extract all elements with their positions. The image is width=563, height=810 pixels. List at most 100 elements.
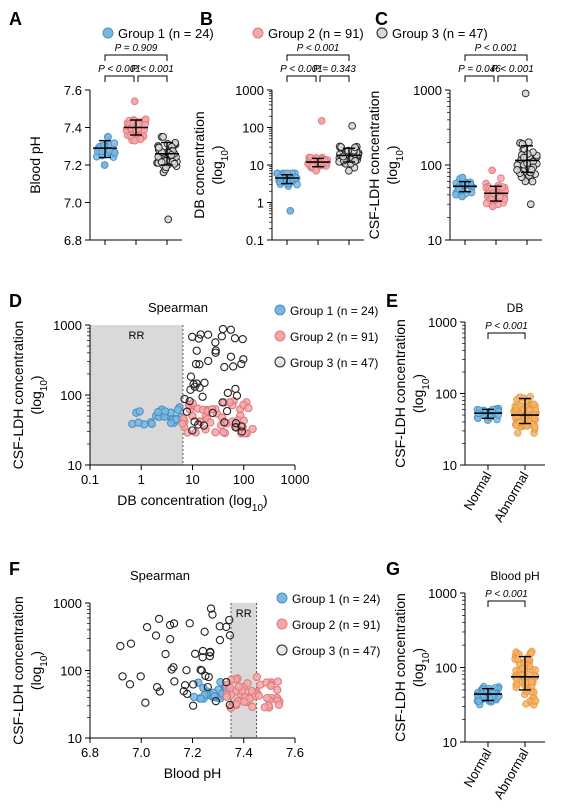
x-tick-label: 10 <box>185 472 199 487</box>
data-point <box>192 379 201 388</box>
data-point <box>135 407 144 416</box>
data-point <box>531 666 540 674</box>
data-point <box>201 671 210 680</box>
data-point <box>134 418 143 427</box>
data-point <box>180 681 190 690</box>
legend-label-group2: Group 2 (n = 91) <box>290 330 378 344</box>
data-point <box>182 666 191 675</box>
data-point <box>195 360 204 369</box>
data-point <box>312 166 321 175</box>
x-category-abnormal: Abnormal <box>491 746 532 802</box>
data-point <box>348 122 357 130</box>
data-point <box>337 143 345 151</box>
y-tick-label: 100 <box>242 121 264 136</box>
y-label-G-log: (log <box>410 664 426 687</box>
data-point <box>232 391 242 400</box>
legend-marker-group1 <box>274 304 286 316</box>
p-value-A-3: P = 0.909 <box>115 43 158 54</box>
data-point <box>482 199 491 208</box>
p-value-A-2: P < 0.001 <box>131 64 174 75</box>
y-label-C-log: (log <box>384 161 400 184</box>
data-point <box>211 338 220 347</box>
data-point <box>495 193 504 202</box>
data-point <box>192 346 201 355</box>
data-point <box>513 412 521 420</box>
x-tick-label: Normal <box>461 469 495 513</box>
data-point <box>154 614 164 624</box>
data-point <box>169 663 178 672</box>
data-point <box>222 406 232 416</box>
y-tick-label: 1000 <box>413 83 442 98</box>
data-point <box>189 680 198 689</box>
data-point <box>203 682 212 692</box>
data-point <box>142 622 152 632</box>
y-tick-label: 7.4 <box>64 121 82 136</box>
data-point <box>118 672 127 681</box>
y-tick-label: 10 <box>428 233 442 248</box>
y-label-E-log: (log <box>410 390 426 413</box>
data-point <box>239 355 248 364</box>
y-tick-label: 1000 <box>235 83 264 98</box>
y-label-C: CSF-LDH concentration (log10) <box>366 91 406 240</box>
data-point <box>136 672 145 681</box>
data-point <box>200 627 209 636</box>
data-point <box>339 152 347 161</box>
legend-label-group3: Group 3 (n = 47) <box>392 26 488 41</box>
y-tick-label: 7.6 <box>64 83 82 98</box>
data-point <box>189 692 199 702</box>
data-point <box>167 665 176 674</box>
y-tick-label: 10 <box>443 735 457 750</box>
x-tick-label: 1 <box>138 472 145 487</box>
data-point <box>153 407 163 417</box>
reference-range-band <box>230 603 257 738</box>
y-label-C-end: ) <box>384 145 400 150</box>
p-value-C-1-bracket <box>464 75 495 82</box>
data-point <box>170 677 179 686</box>
data-point <box>513 166 521 174</box>
panel-letter-F: F <box>9 559 20 579</box>
legend-marker-group2 <box>276 618 288 630</box>
x-category-normal: Normal <box>461 746 495 790</box>
y-label-D-line1: CSF-LDH concentration <box>10 321 26 470</box>
data-point <box>169 619 179 628</box>
panel-letter-A: A <box>9 9 22 29</box>
legend-label-group3: Group 3 (n = 47) <box>290 356 378 370</box>
legend-label-group2: Group 2 (n = 91) <box>292 618 380 632</box>
y-tick-label: 10 <box>68 731 82 746</box>
y-label-D-log: (log <box>28 391 44 414</box>
y-label-C-line1: CSF-LDH concentration <box>366 91 382 240</box>
data-point <box>531 423 539 431</box>
data-point <box>497 174 505 183</box>
data-point <box>521 89 530 98</box>
x-tick-label: Abnormal <box>491 469 532 525</box>
data-point <box>190 417 199 426</box>
data-point <box>211 696 221 706</box>
y-tick-label: 100 <box>435 661 457 676</box>
y-tick-label: 100 <box>435 387 457 402</box>
panel-title-E: DB <box>507 301 524 315</box>
data-point <box>160 407 170 416</box>
data-point <box>513 655 522 664</box>
panel-letter-C: C <box>375 9 388 29</box>
data-point <box>126 639 136 648</box>
data-point <box>513 429 522 437</box>
data-point <box>237 359 246 369</box>
data-point <box>110 149 119 157</box>
data-point <box>254 691 264 700</box>
data-point <box>100 161 109 169</box>
data-point <box>165 620 175 630</box>
y-label-A: Blood pH <box>27 136 43 194</box>
data-point <box>240 697 249 707</box>
p-value-C-1: P = 0.046 <box>458 64 501 75</box>
x-category-abnormal: Abnormal <box>491 469 532 525</box>
y-tick-label: 1000 <box>53 596 82 611</box>
data-point <box>205 652 215 661</box>
y-label-G-line1: CSF-LDH concentration <box>392 593 408 742</box>
data-point <box>196 665 205 675</box>
data-point <box>220 362 229 372</box>
legend-marker-group1 <box>102 27 114 39</box>
panel-title-G: Blood pH <box>490 569 539 583</box>
x-tick-label: 7.2 <box>183 745 201 760</box>
legend-label-group1: Group 1 (n = 24) <box>290 304 378 318</box>
x-tick-label: 6.8 <box>81 745 99 760</box>
